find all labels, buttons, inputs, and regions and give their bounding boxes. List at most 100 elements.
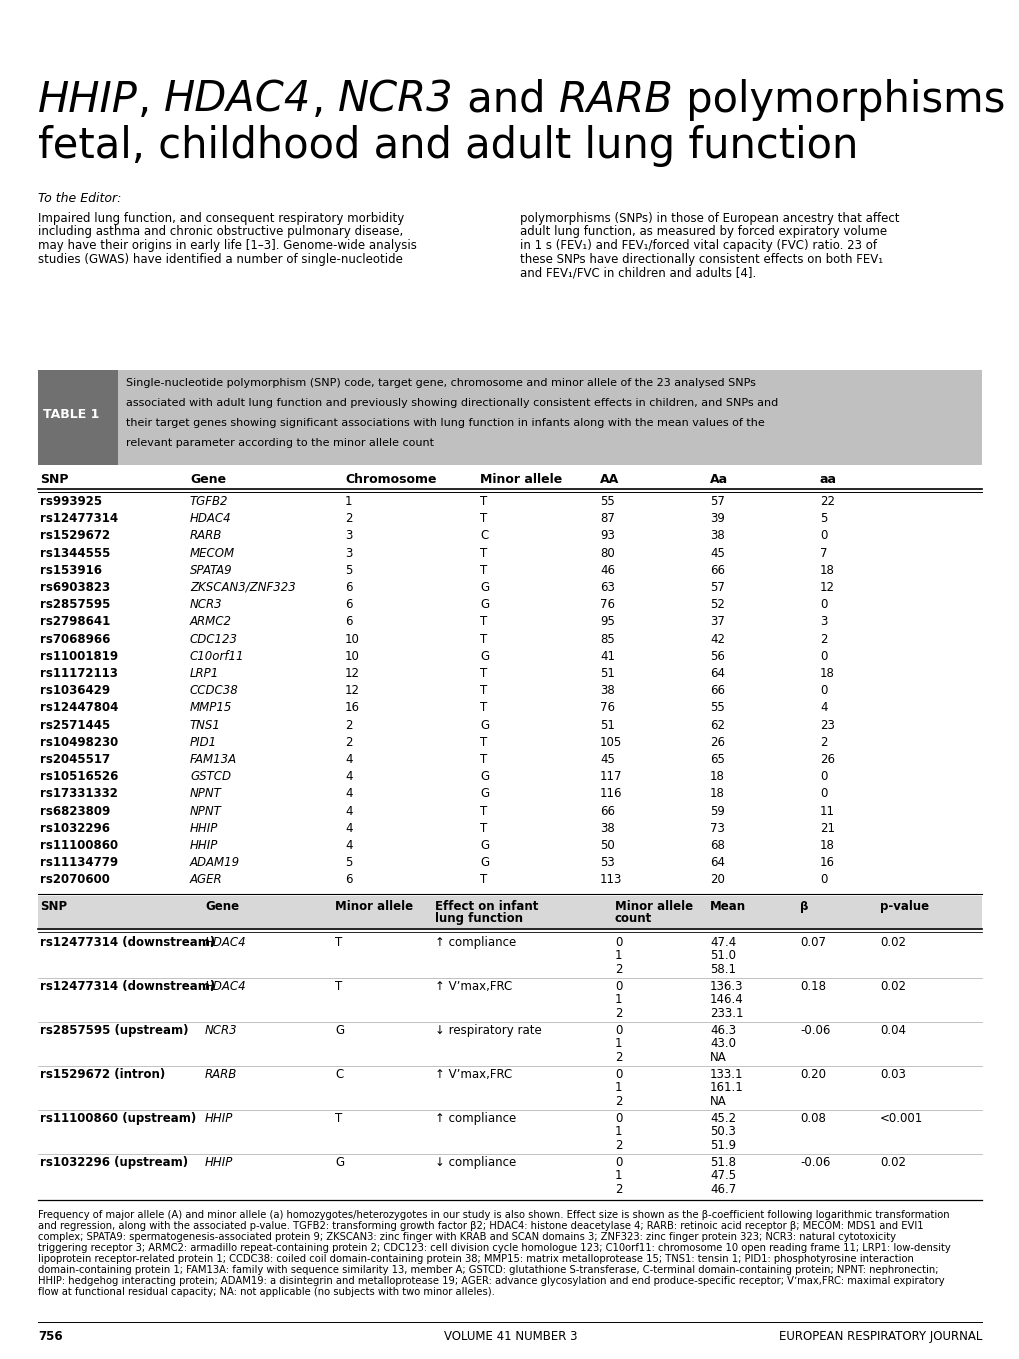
Text: 117: 117 [599,771,622,783]
Text: studies (GWAS) have identified a number of single-nucleotide: studies (GWAS) have identified a number … [38,253,403,265]
Text: 4: 4 [344,839,353,852]
Text: 2: 2 [344,512,353,525]
Text: 4: 4 [344,771,353,783]
Text: 6: 6 [344,874,353,886]
Text: TNS1: TNS1 [190,719,221,731]
Text: G: G [480,650,489,663]
Text: Frequency of major allele (A) and minor allele (a) homozygotes/heterozygotes in : Frequency of major allele (A) and minor … [38,1210,949,1219]
Text: 46: 46 [599,564,614,576]
Text: RARB: RARB [205,1068,237,1080]
Text: 116: 116 [599,787,622,800]
Text: Mean: Mean [709,900,745,913]
Text: 46.7: 46.7 [709,1182,736,1196]
Text: 3: 3 [344,530,352,542]
Text: NPNT: NPNT [190,787,221,800]
Text: 66: 66 [599,805,614,818]
Text: HHIP: HHIP [190,822,218,834]
Text: 0: 0 [819,787,826,800]
Text: 0: 0 [819,771,826,783]
Text: G: G [480,787,489,800]
Text: HHIP: HHIP [205,1112,233,1125]
Text: 16: 16 [344,701,360,715]
Text: ↑ compliance: ↑ compliance [434,935,516,949]
Text: rs1032296 (upstream): rs1032296 (upstream) [40,1155,187,1169]
Text: rs12477314 (downstream): rs12477314 (downstream) [40,935,215,949]
Text: rs10516526: rs10516526 [40,771,118,783]
Text: 16: 16 [819,856,835,870]
Text: -0.06: -0.06 [799,1155,829,1169]
Text: 87: 87 [599,512,614,525]
Text: rs6903823: rs6903823 [40,582,110,594]
Text: 56: 56 [709,650,725,663]
Text: 233.1: 233.1 [709,1007,743,1019]
Text: 18: 18 [819,564,835,576]
Bar [38,370,981,465]
Text: 161.1: 161.1 [709,1082,743,1094]
Text: 2: 2 [614,1007,622,1019]
Text: 133.1: 133.1 [709,1068,743,1080]
Text: 7: 7 [819,546,826,560]
Text: G: G [334,1155,343,1169]
Text: 43.0: 43.0 [709,1037,736,1051]
Text: p-value: p-value [879,900,928,913]
Text: SNP: SNP [40,473,68,487]
Text: <0.001: <0.001 [879,1112,922,1125]
Text: 50: 50 [599,839,614,852]
Text: Gene: Gene [190,473,226,487]
Text: HDAC4: HDAC4 [190,512,231,525]
Text: 1: 1 [614,1037,622,1051]
Text: G: G [480,856,489,870]
Text: 0: 0 [614,935,622,949]
Text: T: T [480,632,487,646]
Text: G: G [480,771,489,783]
Text: 0: 0 [819,650,826,663]
Text: Gene: Gene [205,900,238,913]
Text: 52: 52 [709,598,725,612]
Text: HHIP: hedgehog interacting protein; ADAM19: a disintegrin and metalloprotease 19: HHIP: hedgehog interacting protein; ADAM… [38,1276,944,1286]
Text: NCR3: NCR3 [205,1023,237,1037]
Text: T: T [480,805,487,818]
Text: rs10498230: rs10498230 [40,735,118,749]
Text: 0: 0 [819,530,826,542]
Text: flow at functional residual capacity; NA: not applicable (no subjects with two m: flow at functional residual capacity; NA… [38,1287,494,1296]
Text: 65: 65 [709,753,725,766]
Text: 0: 0 [819,684,826,697]
Text: 6: 6 [344,616,353,628]
Text: 5: 5 [344,564,352,576]
Text: 42: 42 [709,632,725,646]
Text: 0.02: 0.02 [879,1155,905,1169]
Text: complex; SPATA9: spermatogenesis-associated protein 9; ZKSCAN3: zinc finger with: complex; SPATA9: spermatogenesis-associa… [38,1231,895,1242]
Text: 45.2: 45.2 [709,1112,736,1125]
Text: rs2571445: rs2571445 [40,719,110,731]
Text: rs6823809: rs6823809 [40,805,110,818]
Text: 53: 53 [599,856,614,870]
Text: T: T [334,935,342,949]
Text: 76: 76 [599,701,614,715]
Text: rs11172113: rs11172113 [40,667,118,680]
Text: -0.06: -0.06 [799,1023,829,1037]
Text: 2: 2 [344,735,353,749]
Text: HHIP: HHIP [190,839,218,852]
Text: Chromosome: Chromosome [344,473,436,487]
Text: ARMC2: ARMC2 [190,616,231,628]
Text: 1: 1 [614,1082,622,1094]
Text: 55: 55 [709,701,725,715]
Text: rs1032296: rs1032296 [40,822,110,834]
Text: including asthma and chronic obstructive pulmonary disease,: including asthma and chronic obstructive… [38,226,403,238]
Text: count: count [614,912,651,924]
Text: rs1529672: rs1529672 [40,530,110,542]
Text: 4: 4 [344,787,353,800]
Text: Minor allele: Minor allele [480,473,561,487]
Text: RARB: RARB [558,79,673,121]
Text: 12: 12 [819,582,835,594]
Text: C: C [480,530,488,542]
Text: 2: 2 [614,1182,622,1196]
Text: 1: 1 [614,993,622,1006]
Text: 2: 2 [614,1051,622,1064]
Text: FAM13A: FAM13A [190,753,236,766]
Text: 21: 21 [819,822,835,834]
Text: 85: 85 [599,632,614,646]
Text: Minor allele: Minor allele [334,900,413,913]
Text: 38: 38 [599,822,614,834]
Text: 1: 1 [614,1125,622,1137]
